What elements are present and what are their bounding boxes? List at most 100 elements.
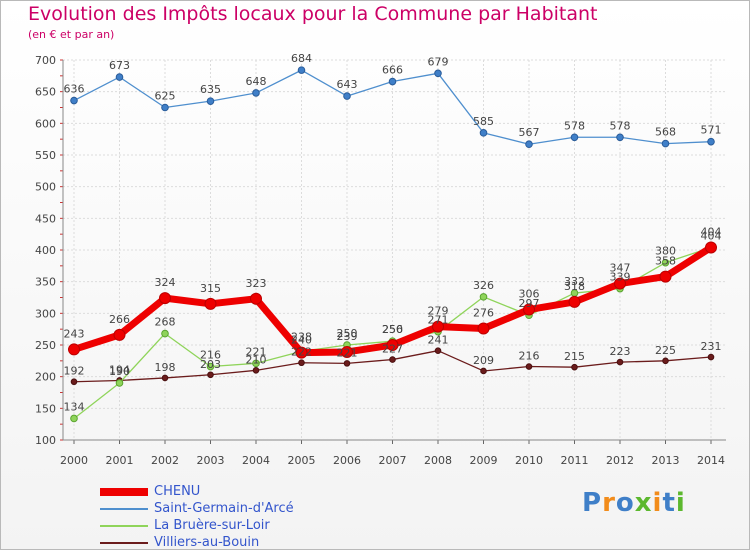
data-label-saint-germain-d-arce: 666 bbox=[382, 64, 403, 77]
data-label-chenu: 239 bbox=[337, 330, 358, 343]
data-label-chenu: 347 bbox=[610, 262, 631, 275]
y-tick-label: 300 bbox=[35, 307, 56, 320]
legend-swatch-chenu bbox=[100, 488, 148, 496]
data-label-saint-germain-d-arce: 648 bbox=[246, 75, 267, 88]
legend-swatch-villiers-au-bouin bbox=[100, 542, 148, 544]
data-point-saint-germain-d-arce bbox=[388, 77, 397, 86]
data-point-chenu bbox=[295, 346, 308, 359]
data-label-chenu: 250 bbox=[382, 323, 403, 336]
x-tick-label: 2014 bbox=[697, 454, 725, 467]
data-point-saint-germain-d-arce bbox=[343, 92, 351, 100]
data-point-saint-germain-d-arce bbox=[661, 139, 670, 148]
legend-swatch-la-bruere-sur-loir bbox=[100, 525, 148, 527]
data-label-chenu: 358 bbox=[655, 255, 676, 268]
data-label-saint-germain-d-arce: 636 bbox=[64, 83, 85, 96]
data-point-saint-germain-d-arce bbox=[525, 140, 533, 149]
data-point-la-bruere-sur-loir bbox=[252, 359, 260, 368]
data-point-villiers-au-bouin bbox=[298, 359, 305, 367]
data-label-la-bruere-sur-loir: 268 bbox=[155, 316, 176, 329]
data-point-chenu bbox=[659, 270, 672, 283]
x-tick-label: 2012 bbox=[606, 454, 634, 467]
x-tick-label: 2007 bbox=[379, 454, 407, 467]
data-label-la-bruere-sur-loir: 134 bbox=[64, 400, 85, 413]
chart-subtitle: (en € et par an) bbox=[28, 28, 115, 41]
data-label-saint-germain-d-arce: 567 bbox=[519, 126, 540, 139]
data-point-villiers-au-bouin bbox=[161, 374, 169, 382]
data-label-saint-germain-d-arce: 643 bbox=[337, 78, 358, 91]
data-label-villiers-au-bouin: 222 bbox=[291, 346, 312, 359]
data-label-villiers-au-bouin: 209 bbox=[473, 354, 494, 367]
data-label-la-bruere-sur-loir: 271 bbox=[428, 314, 449, 327]
data-label-saint-germain-d-arce: 571 bbox=[701, 124, 722, 137]
data-point-villiers-au-bouin bbox=[616, 358, 624, 366]
data-label-la-bruere-sur-loir: 297 bbox=[519, 297, 540, 310]
data-label-villiers-au-bouin: 231 bbox=[701, 340, 722, 353]
x-tick-label: 2011 bbox=[561, 454, 589, 467]
x-tick-label: 2006 bbox=[333, 454, 361, 467]
data-label-la-bruere-sur-loir: 380 bbox=[655, 245, 676, 258]
data-label-chenu: 306 bbox=[519, 288, 540, 301]
x-tick-label: 2003 bbox=[197, 454, 225, 467]
y-tick-label: 150 bbox=[35, 402, 56, 415]
data-point-chenu bbox=[386, 339, 399, 351]
data-point-saint-germain-d-arce bbox=[570, 133, 579, 142]
data-label-saint-germain-d-arce: 578 bbox=[610, 119, 631, 132]
data-point-chenu bbox=[159, 292, 171, 305]
legend-label-saint-germain-d-arce: Saint-Germain-d'Arcé bbox=[154, 501, 294, 516]
data-label-la-bruere-sur-loir: 240 bbox=[291, 333, 312, 346]
data-label-chenu: 404 bbox=[701, 225, 722, 238]
data-label-villiers-au-bouin: 194 bbox=[109, 363, 130, 376]
data-label-chenu: 318 bbox=[564, 280, 585, 293]
x-tick-label: 2005 bbox=[288, 454, 316, 467]
data-label-la-bruere-sur-loir: 190 bbox=[109, 365, 130, 378]
y-tick-label: 600 bbox=[35, 117, 56, 130]
y-tick-label: 550 bbox=[35, 149, 56, 162]
data-label-villiers-au-bouin: 203 bbox=[200, 358, 221, 371]
data-point-villiers-au-bouin bbox=[662, 357, 669, 365]
data-point-la-bruere-sur-loir bbox=[661, 258, 670, 267]
data-label-la-bruere-sur-loir: 221 bbox=[246, 345, 267, 358]
data-point-saint-germain-d-arce bbox=[252, 89, 260, 97]
data-label-saint-germain-d-arce: 568 bbox=[655, 126, 676, 139]
data-point-villiers-au-bouin bbox=[571, 363, 578, 371]
data-label-la-bruere-sur-loir: 250 bbox=[337, 327, 358, 340]
logo-letter: i bbox=[675, 488, 686, 518]
data-label-villiers-au-bouin: 215 bbox=[564, 350, 585, 363]
y-tick-label: 700 bbox=[35, 54, 56, 67]
data-point-chenu bbox=[113, 328, 126, 341]
logo-letter: o bbox=[615, 488, 635, 518]
legend-swatch-saint-germain-d-arce bbox=[100, 508, 148, 510]
data-label-saint-germain-d-arce: 585 bbox=[473, 115, 494, 128]
data-point-la-bruere-sur-loir bbox=[70, 414, 78, 423]
y-tick-label: 250 bbox=[35, 339, 56, 352]
x-tick-label: 2000 bbox=[60, 454, 88, 467]
data-point-la-bruere-sur-loir bbox=[161, 329, 169, 338]
data-label-chenu: 323 bbox=[246, 277, 267, 290]
data-point-villiers-au-bouin bbox=[70, 378, 78, 386]
data-label-saint-germain-d-arce: 625 bbox=[155, 90, 176, 103]
data-label-saint-germain-d-arce: 684 bbox=[291, 52, 312, 65]
data-point-saint-germain-d-arce bbox=[70, 96, 78, 105]
data-label-la-bruere-sur-loir: 339 bbox=[610, 271, 631, 284]
legend-label-la-bruere-sur-loir: La Bruère-sur-Loir bbox=[154, 518, 270, 533]
data-point-chenu bbox=[523, 303, 535, 316]
data-point-saint-germain-d-arce bbox=[206, 97, 215, 105]
data-label-villiers-au-bouin: 210 bbox=[246, 353, 267, 366]
data-point-la-bruere-sur-loir bbox=[479, 293, 488, 301]
data-label-chenu: 324 bbox=[155, 276, 176, 289]
data-label-chenu: 243 bbox=[64, 327, 85, 340]
data-point-villiers-au-bouin bbox=[525, 363, 533, 370]
data-label-la-bruere-sur-loir: 404 bbox=[701, 229, 722, 242]
chart-title: Evolution des Impôts locaux pour la Comm… bbox=[28, 3, 598, 25]
data-point-chenu bbox=[432, 320, 444, 333]
data-label-la-bruere-sur-loir: 326 bbox=[473, 279, 494, 292]
data-point-villiers-au-bouin bbox=[343, 360, 351, 367]
logo-letter: i bbox=[652, 488, 663, 518]
data-point-chenu bbox=[614, 277, 626, 290]
logo-letter: t bbox=[662, 488, 676, 518]
data-point-villiers-au-bouin bbox=[252, 367, 260, 374]
data-point-saint-germain-d-arce bbox=[115, 73, 124, 81]
data-label-villiers-au-bouin: 221 bbox=[337, 346, 358, 359]
data-label-la-bruere-sur-loir: 216 bbox=[200, 349, 221, 362]
